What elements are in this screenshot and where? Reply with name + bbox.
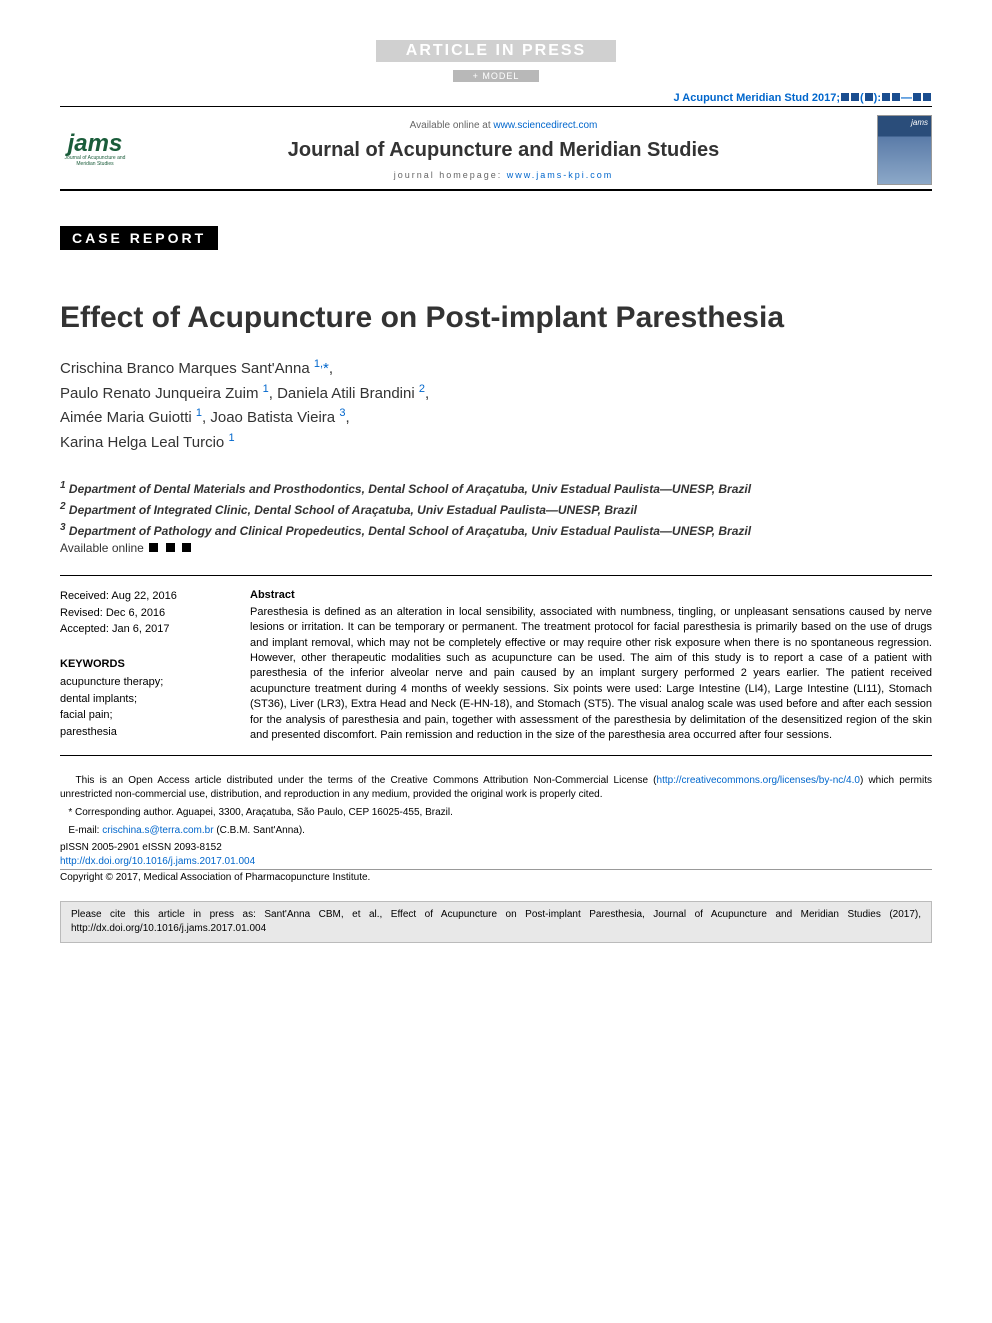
affiliation-2: 2 Department of Integrated Clinic, Denta… <box>60 500 932 519</box>
open-access-note: This is an Open Access article distribut… <box>60 774 932 802</box>
sciencedirect-link[interactable]: www.sciencedirect.com <box>493 120 597 131</box>
accepted-date: Accepted: Jan 6, 2017 <box>60 621 220 638</box>
keywords-list: acupuncture therapy; dental implants; fa… <box>60 674 220 740</box>
corresponding-author-note: * Corresponding author. Aguapei, 3300, A… <box>60 806 932 820</box>
jams-logo: jams Journal of Acupuncture and Meridian… <box>60 120 130 180</box>
citation-header: J Acupunct Meridian Stud 2017;():— <box>60 92 932 104</box>
model-badge: + MODEL <box>60 66 932 84</box>
abstract-heading: Abstract <box>250 588 932 603</box>
homepage-link[interactable]: www.jams-kpi.com <box>507 170 614 180</box>
received-date: Received: Aug 22, 2016 <box>60 588 220 605</box>
revised-date: Revised: Dec 6, 2016 <box>60 605 220 622</box>
cite-this-article-box: Please cite this article in press as: Sa… <box>60 901 932 943</box>
article-dates: Received: Aug 22, 2016 Revised: Dec 6, 2… <box>60 588 220 638</box>
keywords-heading: KEYWORDS <box>60 656 220 673</box>
doi-link[interactable]: http://dx.doi.org/10.1016/j.jams.2017.01… <box>60 856 255 867</box>
journal-cover-thumbnail <box>877 115 932 185</box>
affiliation-1: 1 Department of Dental Materials and Pro… <box>60 479 932 498</box>
copyright-line: Copyright © 2017, Medical Association of… <box>60 872 932 883</box>
article-in-press-banner: ARTICLE IN PRESS <box>60 40 932 62</box>
article-title: Effect of Acupuncture on Post-implant Pa… <box>60 300 932 336</box>
email-link[interactable]: crischina.s@terra.com.br <box>102 825 213 836</box>
cc-license-link[interactable]: http://creativecommons.org/licenses/by-n… <box>657 775 860 786</box>
doi-line: http://dx.doi.org/10.1016/j.jams.2017.01… <box>60 856 932 867</box>
abstract-body: Paresthesia is defined as an alteration … <box>250 605 932 744</box>
article-in-press-text: ARTICLE IN PRESS <box>376 40 616 62</box>
available-online-line: Available online at www.sciencedirect.co… <box>145 120 862 131</box>
available-online-dates: Available online <box>60 541 932 555</box>
affiliation-3: 3 Department of Pathology and Clinical P… <box>60 521 932 540</box>
email-line: E-mail: crischina.s@terra.com.br (C.B.M.… <box>60 824 932 838</box>
abstract-section: Received: Aug 22, 2016 Revised: Dec 6, 2… <box>60 575 932 756</box>
issn-line: pISSN 2005-2901 eISSN 2093-8152 <box>60 842 932 853</box>
author-list: Crischina Branco Marques Sant'Anna 1,*,P… <box>60 356 932 454</box>
case-report-badge: CASE REPORT <box>60 226 218 250</box>
journal-name: Journal of Acupuncture and Meridian Stud… <box>145 139 862 162</box>
journal-homepage-line: journal homepage: www.jams-kpi.com <box>145 170 862 180</box>
journal-header: jams Journal of Acupuncture and Meridian… <box>60 107 932 191</box>
